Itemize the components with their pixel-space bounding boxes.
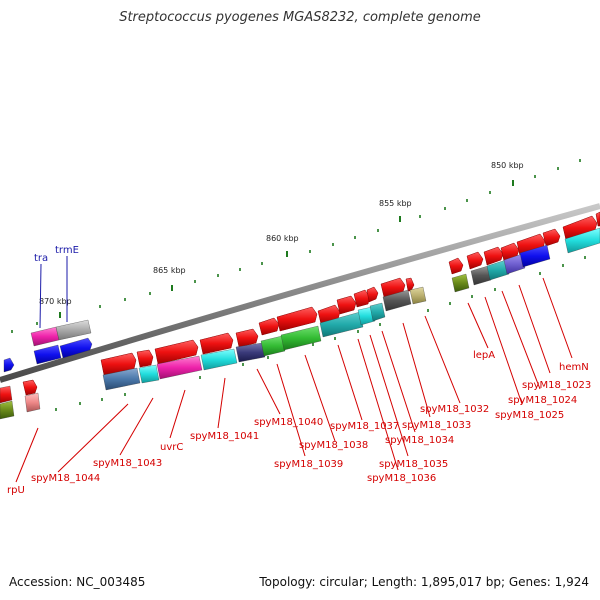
gene-label-spyM18_1038: spyM18_1038 (299, 440, 368, 451)
rna-leader-lines (40, 256, 67, 328)
gene-label-spyM18_1036: spyM18_1036 (367, 473, 436, 484)
gene-label-spyM18_1039: spyM18_1039 (274, 459, 343, 470)
gene-label-trmE: trmE (55, 245, 79, 256)
gene-label-spyM18_1034: spyM18_1034 (385, 435, 454, 446)
gene-label-spyM18_1032: spyM18_1032 (420, 404, 489, 415)
genome-stats-text: Topology: circular; Length: 1,895,017 bp… (259, 575, 589, 589)
gene-label-spyM18_1023: spyM18_1023 (522, 380, 591, 391)
gene-label-tra: tra (34, 253, 48, 264)
forward-strand-genes (23, 212, 600, 395)
scale-label: 855 kbp (379, 199, 412, 208)
gene-label-spyM18_1043: spyM18_1043 (93, 458, 162, 469)
gene-label-spyM18_1025: spyM18_1025 (495, 410, 564, 421)
gene-label-rpU: rpU (7, 485, 25, 496)
accession-text: Accession: NC_003485 (9, 575, 145, 589)
genome-map: 850 kbp 855 kbp 860 kbp 865 kbp 870 kbp (0, 0, 600, 600)
gene-label-spyM18_1024: spyM18_1024 (508, 395, 577, 406)
gene-label-spyM18_1044: spyM18_1044 (31, 473, 100, 484)
gene-label-spyM18_1040: spyM18_1040 (254, 417, 323, 428)
gene-leader-lines (16, 278, 572, 482)
genome-backbone (0, 206, 600, 380)
inner-tick-dots (56, 256, 585, 411)
gene-label-spyM18_1035: spyM18_1035 (379, 459, 448, 470)
gene-label-spyM18_1041: spyM18_1041 (190, 431, 259, 442)
gene-label-lepA: lepA (473, 350, 495, 361)
gene-label-spyM18_1033: spyM18_1033 (402, 420, 471, 431)
scale-label: 860 kbp (266, 234, 299, 243)
outer-tick-dots (12, 159, 580, 333)
gene-label-hemN: hemN (559, 362, 589, 373)
gene-label-spyM18_1037: spyM18_1037 (330, 421, 399, 432)
scale-label: 850 kbp (491, 161, 524, 170)
gene-label-uvrC: uvrC (160, 442, 183, 453)
scale-label: 865 kbp (153, 266, 186, 275)
